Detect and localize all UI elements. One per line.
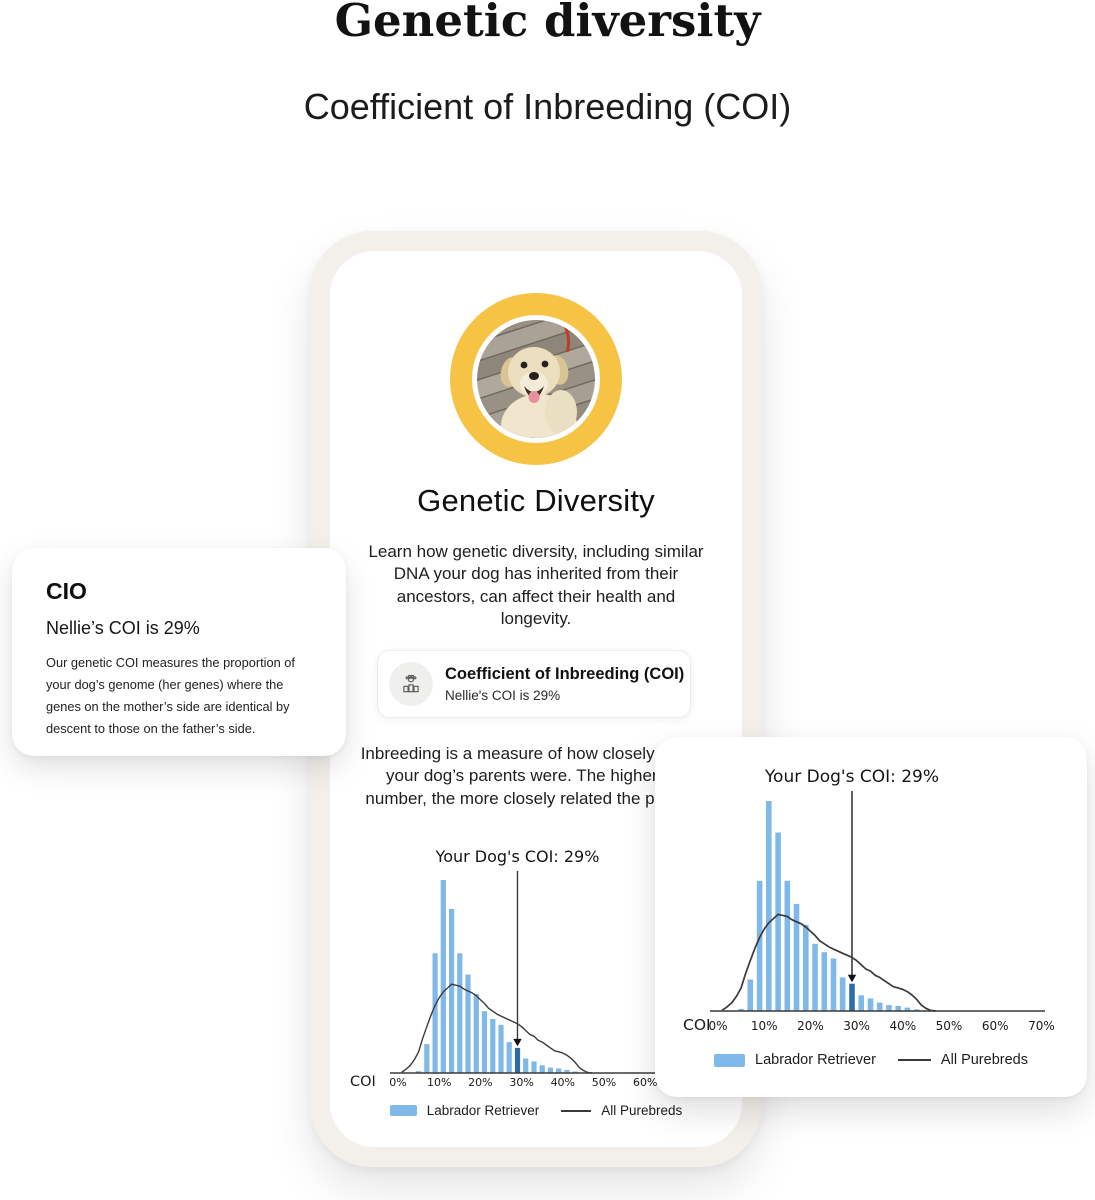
svg-text:50%: 50% (936, 1019, 963, 1033)
chart-legend-phone: Labrador Retriever All Purebreds (330, 1103, 742, 1118)
svg-text:70%: 70% (1028, 1019, 1055, 1033)
svg-text:10%: 10% (427, 1076, 451, 1089)
coi-summary-card[interactable]: Coefficient of Inbreeding (COI) Nellie's… (377, 650, 691, 718)
avatar-ring (450, 293, 622, 465)
legend-label-purebreds: All Purebreds (601, 1103, 683, 1118)
coi-info-card: CIO Nellie’s COI is 29% Our genetic COI … (12, 548, 346, 756)
phone-screen: Genetic Diversity Learn how genetic dive… (330, 251, 742, 1147)
labrador-retriever-swatch (714, 1053, 746, 1067)
screen-body-text: Inbreeding is a measure of how closely r… (360, 744, 712, 808)
svg-text:50%: 50% (592, 1076, 616, 1089)
legend-label-labrador: Labrador Retriever (755, 1052, 876, 1068)
coi-card-title: Coefficient of Inbreeding (COI) (445, 665, 685, 683)
legend-label-purebreds: All Purebreds (940, 1052, 1028, 1068)
info-card-subtitle: Nellie’s COI is 29% (46, 618, 200, 638)
icon-circle (389, 662, 433, 706)
screen-heading: Genetic Diversity (417, 483, 655, 518)
legend-label-labrador: Labrador Retriever (426, 1103, 540, 1118)
svg-text:20%: 20% (468, 1076, 492, 1089)
page-subtitle: Coefficient of Inbreeding (COI) (303, 86, 792, 127)
coi-chart-card: COI 0% 10% 20% 30% 40% 50% 60% 70% Your Dog's COI… (655, 737, 1087, 1097)
svg-text:40%: 40% (551, 1076, 575, 1089)
chart-legend-zoomed: Labrador Retriever All Purebreds (655, 1052, 1087, 1068)
svg-text:0%: 0% (389, 1076, 406, 1089)
svg-text:COI: COI (683, 1016, 711, 1034)
phone-mockup: Genetic Diversity Learn how genetic dive… (310, 231, 762, 1167)
coi-card-subtitle: Nellie's COI is 29% (445, 688, 561, 703)
avatar-gap (472, 315, 600, 443)
info-card-body: Our genetic COI measures the proportion … (46, 655, 295, 737)
dog-photo (477, 320, 595, 438)
svg-text:60%: 60% (633, 1076, 657, 1089)
svg-text:Your Dog's COI: 29%: Your Dog's COI: 29% (764, 767, 939, 787)
svg-text:20%: 20% (797, 1019, 824, 1033)
svg-text:60%: 60% (982, 1019, 1009, 1033)
svg-text:Your Dog's COI: 29%: Your Dog's COI: 29% (435, 847, 600, 866)
svg-text:30%: 30% (843, 1019, 870, 1033)
paw-family-icon (403, 674, 419, 693)
all-purebreds-line-swatch (561, 1109, 592, 1112)
info-card-title: CIO (46, 578, 87, 604)
svg-text:30%: 30% (509, 1076, 533, 1089)
page-title: Genetic diversity (334, 0, 761, 47)
screen-intro-text: Learn how genetic diversity, including s… (368, 542, 704, 629)
svg-text:10%: 10% (751, 1019, 778, 1033)
svg-text:0%: 0% (708, 1019, 727, 1033)
labrador-retriever-swatch (389, 1105, 417, 1116)
svg-text:COI: COI (350, 1074, 376, 1090)
svg-text:40%: 40% (889, 1019, 916, 1033)
all-purebreds-line-swatch (897, 1059, 931, 1061)
